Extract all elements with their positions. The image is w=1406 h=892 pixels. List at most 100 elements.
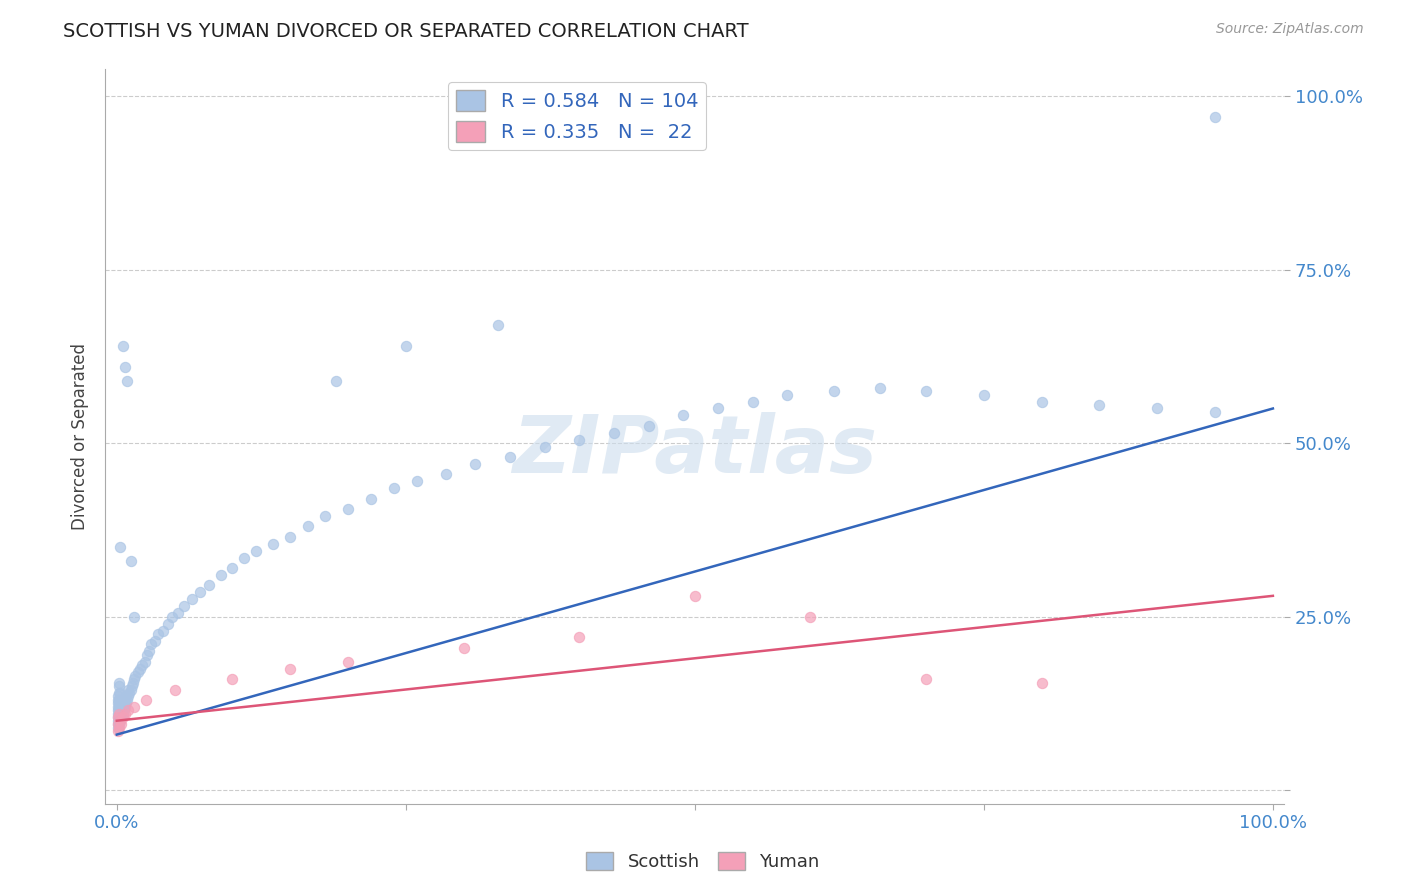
Point — [114, 706, 136, 721]
Point — [107, 697, 129, 711]
Point — [108, 717, 131, 731]
Point — [107, 693, 129, 707]
Point — [122, 609, 145, 624]
Y-axis label: Divorced or Separated: Divorced or Separated — [72, 343, 89, 530]
Point — [107, 703, 129, 717]
Point — [533, 440, 555, 454]
Point — [120, 554, 142, 568]
Point — [108, 679, 131, 693]
Text: SCOTTISH VS YUMAN DIVORCED OR SEPARATED CORRELATION CHART: SCOTTISH VS YUMAN DIVORCED OR SEPARATED … — [63, 22, 749, 41]
Point — [1031, 675, 1053, 690]
Point — [108, 703, 131, 717]
Point — [110, 714, 132, 728]
Point — [110, 541, 132, 555]
Point — [107, 706, 129, 721]
Point — [167, 606, 190, 620]
Point — [111, 339, 134, 353]
Point — [112, 697, 135, 711]
Point — [262, 537, 284, 551]
Point — [111, 693, 134, 707]
Point — [162, 609, 184, 624]
Point — [568, 631, 591, 645]
Point — [110, 693, 132, 707]
Point — [337, 502, 360, 516]
Point — [110, 686, 132, 700]
Point — [114, 359, 136, 374]
Point — [799, 609, 821, 624]
Point — [568, 433, 591, 447]
Point — [114, 693, 136, 707]
Point — [776, 387, 799, 401]
Point — [114, 699, 136, 714]
Point — [110, 697, 132, 711]
Point — [138, 644, 160, 658]
Legend: Scottish, Yuman: Scottish, Yuman — [579, 845, 827, 879]
Point — [325, 374, 347, 388]
Point — [108, 714, 131, 728]
Point — [406, 475, 429, 489]
Point — [499, 450, 522, 464]
Point — [278, 530, 301, 544]
Point — [110, 699, 132, 714]
Point — [110, 706, 132, 721]
Point — [107, 710, 129, 724]
Point — [128, 662, 150, 676]
Point — [118, 686, 141, 700]
Point — [107, 717, 129, 731]
Point — [464, 457, 486, 471]
Point — [672, 409, 695, 423]
Point — [453, 640, 475, 655]
Point — [108, 675, 131, 690]
Text: ZIPatlas: ZIPatlas — [512, 412, 877, 490]
Point — [869, 381, 891, 395]
Point — [110, 714, 132, 728]
Point — [209, 568, 232, 582]
Point — [115, 693, 138, 707]
Point — [148, 627, 170, 641]
Point — [181, 592, 204, 607]
Point — [122, 699, 145, 714]
Point — [110, 717, 132, 731]
Point — [115, 697, 138, 711]
Point — [173, 599, 195, 614]
Point — [823, 384, 845, 399]
Point — [108, 706, 131, 721]
Point — [395, 339, 418, 353]
Point — [188, 585, 211, 599]
Point — [122, 675, 145, 690]
Point — [108, 697, 131, 711]
Point — [117, 682, 139, 697]
Point — [221, 561, 243, 575]
Point — [233, 550, 256, 565]
Point — [121, 679, 143, 693]
Point — [915, 384, 938, 399]
Point — [314, 509, 336, 524]
Point — [108, 686, 131, 700]
Point — [115, 374, 138, 388]
Point — [973, 387, 995, 401]
Point — [360, 491, 382, 506]
Point — [108, 706, 131, 721]
Point — [122, 672, 145, 686]
Point — [683, 589, 706, 603]
Point — [1088, 398, 1111, 412]
Point — [143, 634, 166, 648]
Point — [108, 721, 131, 735]
Point — [107, 714, 129, 728]
Point — [107, 699, 129, 714]
Point — [278, 662, 301, 676]
Point — [741, 394, 763, 409]
Point — [110, 710, 132, 724]
Point — [337, 655, 360, 669]
Point — [111, 706, 134, 721]
Point — [1204, 405, 1226, 419]
Point — [135, 693, 157, 707]
Point — [107, 690, 129, 704]
Point — [1031, 394, 1053, 409]
Point — [141, 637, 163, 651]
Point — [111, 699, 134, 714]
Point — [297, 519, 319, 533]
Point — [107, 710, 129, 724]
Point — [131, 658, 153, 673]
Point — [156, 616, 179, 631]
